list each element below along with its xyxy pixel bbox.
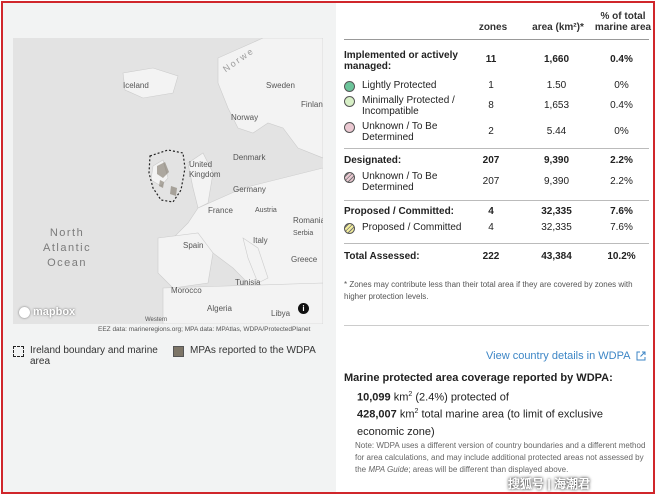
row-label: Unknown / To Be Determined <box>362 121 438 143</box>
label-spain: Spain <box>183 241 204 250</box>
label-serbia: Serbia <box>293 230 314 237</box>
coverage-title: Marine protected area coverage reported … <box>344 372 613 384</box>
table-row: Implemented or actively managed: 11 1,660 0… <box>344 50 649 72</box>
label-north-atlantic-ocean: North Atlantic Ocean <box>43 227 92 269</box>
row-label: Implemented or actively managed: <box>344 50 458 72</box>
mapbox-logo-icon <box>19 306 30 318</box>
label-france: France <box>208 206 233 215</box>
row-divider <box>344 243 649 244</box>
label-iceland: Iceland <box>123 81 149 90</box>
table-row: Proposed / Committed: 4 32,335 7.6% <box>344 206 649 218</box>
dashed-boundary-swatch <box>13 346 24 357</box>
cell-area: 9,390 <box>543 176 570 187</box>
wdpa-details-link[interactable]: View country details in WDPA <box>486 350 646 362</box>
mpa-swatch <box>173 346 184 357</box>
cell-area: 32,335 <box>541 206 572 217</box>
cell-zones: 2 <box>488 126 494 137</box>
green-circle-icon <box>344 81 355 92</box>
watermark: 搜狐号 | 海潮君 <box>508 477 591 491</box>
map-attribution[interactable]: EEZ data: marineregions.org; MPA data: M… <box>98 326 311 333</box>
cell-zones: 4 <box>488 206 494 217</box>
label-germany: Germany <box>233 185 266 194</box>
map-info-button[interactable]: i <box>298 303 309 314</box>
cell-zones: 222 <box>482 251 500 262</box>
cell-area: 1,653 <box>543 100 570 111</box>
table-row: Lightly Protected 1 1.50 0% <box>344 80 649 92</box>
col-header-area: area (km²)* <box>532 22 584 33</box>
cell-pct: 0.4% <box>610 100 633 111</box>
label-norway: Norway <box>231 113 259 122</box>
legend-mpas: MPAs reported to the WDPA <box>173 345 328 357</box>
cell-pct: 2.2% <box>610 176 633 187</box>
cell-zones: 1 <box>488 80 494 91</box>
pink-hatched-circle-icon <box>344 172 355 183</box>
cell-area: 5.44 <box>546 126 567 137</box>
cell-zones: 8 <box>488 100 494 111</box>
label-italy: Italy <box>253 236 268 245</box>
coverage-total: 428,007 km2 total marine area (to limit … <box>357 408 604 438</box>
footnote: * Zones may contribute less than their t… <box>344 280 633 301</box>
table-row: Total Assessed: 222 43,384 10.2% <box>344 251 649 263</box>
table-row: Unknown / To Be Determined 2 5.44 0% <box>344 121 649 145</box>
map-base <box>13 38 323 324</box>
row-label: Minimally Protected / Incompatible <box>362 95 455 117</box>
cell-zones: 207 <box>482 155 500 166</box>
row-label: Designated: <box>344 155 402 166</box>
cell-pct: 0% <box>614 126 629 137</box>
label-tunisia: Tunisia <box>235 278 261 287</box>
table-row: Minimally Protected / Incompatible 8 1,653… <box>344 95 649 119</box>
row-divider <box>344 200 649 201</box>
cell-area: 1,660 <box>543 54 570 65</box>
cell-pct: 7.6% <box>610 222 633 233</box>
cell-area: 32,335 <box>541 222 572 233</box>
cell-zones: 207 <box>482 176 500 187</box>
col-header-pct: % of total marine area <box>594 11 652 33</box>
yellow-hatched-circle-icon <box>344 223 355 234</box>
section-divider <box>344 325 649 326</box>
label-romania: Romania <box>293 216 323 225</box>
cell-pct: 7.6% <box>610 206 633 217</box>
map[interactable]: Iceland Norwe Sweden Finlan Norway Denma… <box>13 38 323 324</box>
pink-circle-icon <box>344 122 355 133</box>
cell-area: 9,390 <box>543 155 570 166</box>
cell-pct: 2.2% <box>610 155 633 166</box>
legend-ireland-boundary: Ireland boundary and marine area <box>13 345 161 367</box>
label-algeria: Algeria <box>207 304 232 313</box>
label-libya: Libya <box>271 309 291 318</box>
label-greece: Greece <box>291 255 318 264</box>
label-denmark: Denmark <box>233 153 266 162</box>
label-morocco: Morocco <box>171 286 202 295</box>
label-western: Western <box>145 317 168 323</box>
row-label: Proposed / Committed: <box>344 206 455 217</box>
map-panel: Iceland Norwe Sweden Finlan Norway Denma… <box>3 3 336 492</box>
row-divider <box>344 148 649 149</box>
table-row: Unknown / To Be Determined 207 9,390 2.2% <box>344 171 649 195</box>
external-link-icon <box>636 351 646 361</box>
cell-pct: 0% <box>614 80 629 91</box>
light-green-circle-icon <box>344 96 355 107</box>
label-austria: Austria <box>255 207 277 214</box>
mapbox-logo[interactable]: mapbox <box>19 306 75 318</box>
label-sweden: Sweden <box>266 81 295 90</box>
cell-zones: 11 <box>485 54 497 65</box>
table-row: Designated: 207 9,390 2.2% <box>344 155 649 167</box>
col-header-zones: zones <box>478 22 508 33</box>
label-finland: Finlan <box>301 100 323 109</box>
cell-area: 1.50 <box>546 80 567 91</box>
cell-pct: 0.4% <box>610 54 633 65</box>
row-label: Proposed / Committed <box>362 222 462 233</box>
table-row: Proposed / Committed 4 32,335 7.6% <box>344 222 649 236</box>
row-label: Total Assessed: <box>344 251 420 262</box>
cell-area: 43,384 <box>541 251 572 262</box>
coverage-protected: 10,099 km2 (2.4%) protected of <box>357 391 509 404</box>
header-divider <box>344 39 649 40</box>
cell-pct: 10.2% <box>607 251 636 262</box>
label-uk: United Kingdom <box>189 160 221 179</box>
wdpa-note: Note: WDPA uses a different version of c… <box>355 441 646 474</box>
row-label: Unknown / To Be Determined <box>362 171 438 193</box>
cell-zones: 4 <box>488 222 494 233</box>
row-label: Lightly Protected <box>362 80 437 91</box>
